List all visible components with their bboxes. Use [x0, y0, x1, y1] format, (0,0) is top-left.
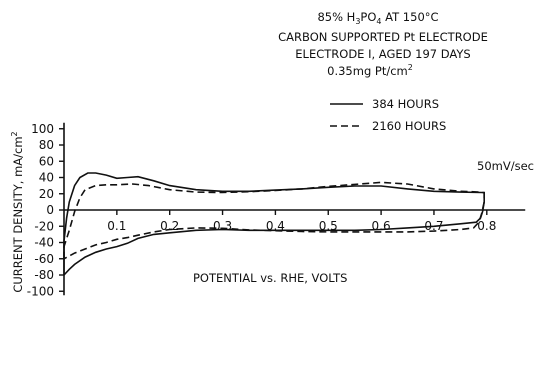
y-tick-label: 40 [39, 171, 54, 185]
y-tick-label: 80 [39, 138, 54, 152]
chart-title-line-4: 0.35mg Pt/cm2 [327, 63, 413, 78]
y-axis-label-sup: 2 [10, 131, 19, 136]
y-tick-label: 20 [39, 187, 54, 201]
series-2160-hours-line [63, 181, 485, 260]
title-line-1-part-c: AT 150°C [382, 10, 439, 24]
x-tick-label: 0.1 [107, 219, 126, 233]
y-tick-label: -100 [27, 284, 54, 298]
y-tick-label: -80 [34, 268, 54, 282]
y-ticks: 100 80 60 40 20 0 -20 -40 -60 -80 -100 [27, 122, 64, 298]
chart-title-line-3: ELECTRODE I, AGED 197 DAYS [295, 47, 470, 61]
scan-rate-annotation: 50mV/sec [477, 159, 534, 173]
title-line-1-sub: 3 [355, 17, 360, 26]
chart-title-line-2: CARBON SUPPORTED Pt ELECTRODE [278, 30, 488, 44]
chart-title-line-1: 85% H3PO4 AT 150°C [317, 10, 438, 26]
y-tick-label: -60 [34, 252, 54, 266]
x-axis-label: POTENTIAL vs. RHE, VOLTS [193, 271, 347, 285]
title-line-1-sub2: 4 [376, 17, 381, 26]
title-line-4-main: 0.35mg Pt/cm [327, 64, 408, 78]
y-axis-label-main: CURRENT DENSITY, mA/cm [11, 136, 25, 292]
legend-label-384-hours: 384 HOURS [372, 97, 439, 111]
x-tick-label: 0.2 [160, 219, 179, 233]
y-axis-label: CURRENT DENSITY, mA/cm2 [10, 131, 25, 292]
y-tick-label: 0 [46, 203, 54, 217]
y-tick-label: 60 [39, 154, 54, 168]
x-tick-label: 0.3 [213, 219, 232, 233]
x-tick-label: 0.8 [477, 219, 496, 233]
y-tick-label: -20 [34, 219, 54, 233]
title-line-1-part-a: 85% H [317, 10, 355, 24]
title-line-4-sup: 2 [408, 63, 413, 72]
title-line-1-part-b: PO [360, 10, 376, 24]
y-tick-label: 100 [31, 122, 54, 136]
legend-label-2160-hours: 2160 HOURS [372, 119, 446, 133]
y-tick-label: -40 [34, 236, 54, 250]
x-tick-label: 0.6 [372, 219, 391, 233]
